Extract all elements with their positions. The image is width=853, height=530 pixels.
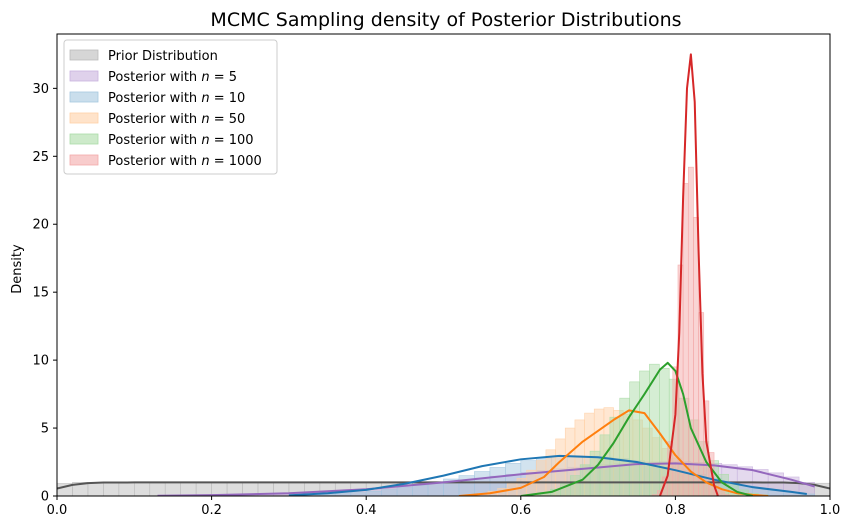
y-tick-label: 10: [32, 354, 49, 369]
hist-bar: [365, 490, 382, 496]
y-tick-label: 20: [32, 218, 49, 233]
hist-bar: [118, 482, 135, 496]
hist-bar: [381, 489, 398, 496]
hist-bar: [474, 471, 491, 496]
x-tick-label: 0.8: [665, 503, 686, 518]
hist-bar: [693, 217, 699, 496]
legend-swatch: [69, 70, 99, 82]
hist-bar: [134, 482, 151, 496]
hist-bar: [569, 475, 581, 496]
hist-bar: [180, 482, 197, 496]
kde-line-5: [659, 53, 719, 496]
x-tick-label: 0.0: [47, 503, 68, 518]
hist-bar: [724, 494, 730, 496]
legend-entry: Prior Distribution: [108, 49, 218, 64]
legend-box: [63, 39, 278, 175]
legend-swatch: [69, 154, 99, 166]
legend-entry: Posterior with n = 1000: [108, 154, 262, 169]
legend: Prior Distribution Posterior with n = 5 Po…: [63, 39, 278, 175]
hist-bar: [195, 482, 212, 496]
hist-bar: [609, 416, 621, 496]
y-tick-label: 25: [32, 150, 49, 165]
legend-swatch: [69, 112, 99, 124]
legend-swatch: [69, 91, 99, 103]
hist-bar: [103, 482, 120, 496]
y-axis-label: Density: [10, 244, 25, 294]
legend-entry: Posterior with n = 100: [108, 133, 254, 148]
legend-entry: Posterior with n = 50: [108, 112, 245, 127]
y-tick-label: 0: [41, 490, 49, 505]
hist-bar: [599, 434, 611, 496]
hist-bar: [350, 492, 367, 496]
hist-bar: [396, 487, 413, 496]
hist-bar: [87, 482, 104, 496]
hist-bar: [629, 381, 640, 496]
kde-line-2: [288, 454, 807, 496]
hist-bar: [687, 166, 694, 496]
legend-entry: Posterior with n = 10: [108, 91, 245, 106]
hist-bar: [718, 490, 725, 496]
legend-swatch: [69, 49, 99, 61]
hist-bar: [164, 481, 181, 496]
plot-area: [57, 53, 830, 496]
legend-swatch: [69, 133, 99, 145]
kde-line-3: [458, 409, 769, 496]
y-tick-label: 30: [32, 82, 49, 97]
x-tick-label: 0.4: [356, 503, 377, 518]
legend-entry: Posterior with n = 5: [108, 70, 237, 85]
hist-bar: [703, 400, 710, 496]
hist-bar: [412, 484, 429, 496]
chart-title: MCMC Sampling density of Posterior Distr…: [210, 9, 681, 31]
kde-line-4: [520, 361, 753, 496]
y-tick-label: 15: [32, 286, 49, 301]
x-tick-label: 0.6: [510, 503, 531, 518]
axes: 0.0 0.2 0.4 0.6 0.8 1.0 0 5 10 15 20 25 30: [32, 33, 841, 518]
y-tick-label: 5: [41, 422, 49, 437]
x-tick-label: 1.0: [820, 503, 841, 518]
x-tick-label: 0.2: [201, 503, 222, 518]
kde-line-1: [157, 462, 815, 496]
hist-bar: [149, 482, 166, 496]
hist-bar: [682, 183, 689, 496]
plot-frame: [56, 33, 831, 497]
